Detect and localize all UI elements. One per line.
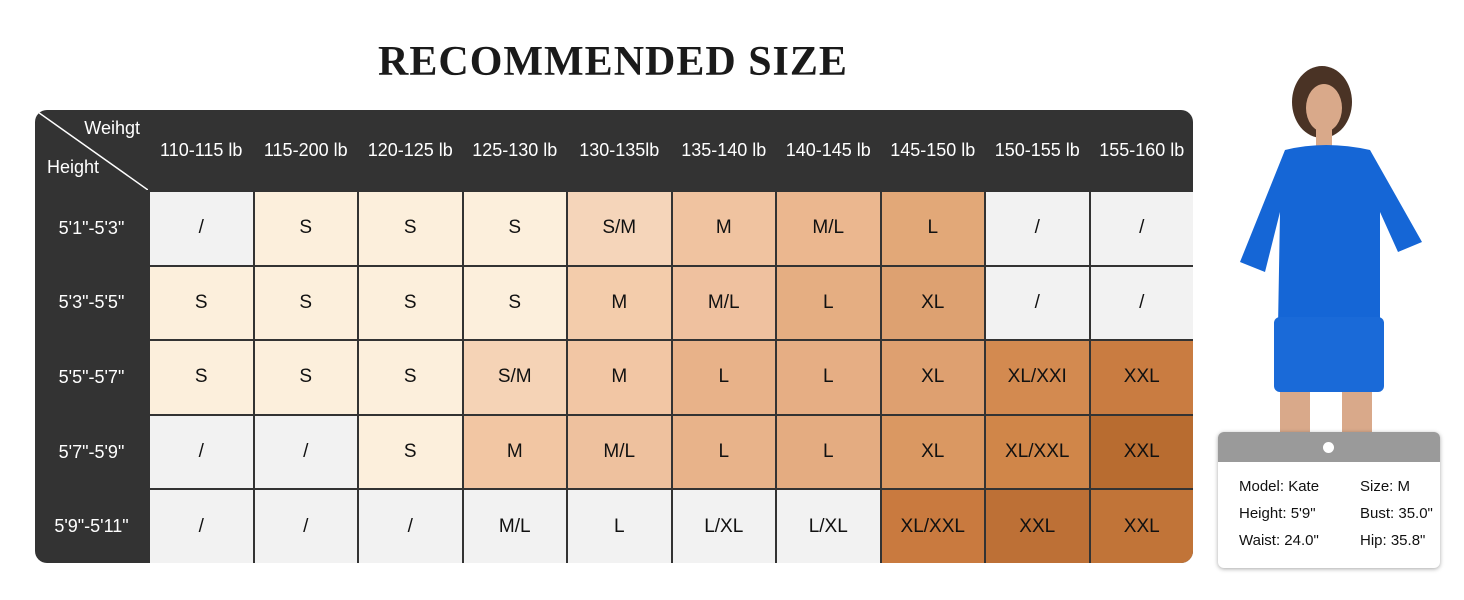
size-cell: S [254,266,357,340]
size-cell: / [150,490,253,563]
size-cell: L/XL [777,490,880,563]
size-cell: M [568,341,671,414]
size-cell: / [986,192,1089,265]
size-cell: XXL [1090,341,1193,414]
corner-diagonal [35,110,148,190]
column-header: 145-150 lb [890,139,976,160]
size-cell: S/M [568,192,671,265]
size-cell: S/M [463,341,566,414]
column-header: 155-160 lb [1099,139,1185,160]
size-cell: XXL [1090,415,1193,489]
size-cell: M [568,266,671,340]
size-cell: XXL [986,490,1089,563]
column-header: 140-145 lb [785,139,871,160]
corner-cell: Weihgt Height [35,110,148,190]
size-cell: S [150,266,253,340]
size-cell: XL/XXL [986,415,1089,489]
size-cell: / [150,415,253,489]
size-table: Weihgt Height 110-115 lb 115-200 lb 120-125 … [35,110,1193,563]
card-hole [1323,442,1334,453]
size-cell: XL [881,415,984,489]
size-cell: L [672,341,775,414]
size-cell: L [881,192,984,265]
size-cell: / [254,415,357,489]
model-info: Model: Kate [1239,478,1320,495]
column-header: 120-125 lb [367,139,453,160]
size-cell: S [463,192,566,265]
size-cell: M/L [463,490,566,563]
size-cell: L [568,490,671,563]
size-cell: XL [881,341,984,414]
size-cell: / [1090,266,1193,340]
column-header: 130-135lb [579,139,660,160]
size-cell: / [359,490,462,563]
size-cell: / [254,490,357,563]
card-header [1218,432,1440,462]
size-cell: S [150,341,253,414]
model-card: Model: Kate Size: M Height: 5'9" Bust: 35.0… [1218,432,1440,568]
size-cell: S [254,192,357,265]
size-cell: S [359,341,462,414]
size-cell: S [359,266,462,340]
row-header: 5'1"-5'3" [58,217,125,238]
column-header: 115-200 lb [263,139,348,160]
size-cell: M/L [672,266,775,340]
size-cell: / [986,266,1089,340]
column-header: 150-155 lb [994,139,1080,160]
size-cell: / [1090,192,1193,265]
size-cell: M/L [777,192,880,265]
size-cell: / [150,192,253,265]
size-cell: S [359,415,462,489]
model-info: Waist: 24.0" [1239,532,1319,549]
size-cell: M [463,415,566,489]
column-header: 110-115 lb [160,139,243,160]
size-cell: L [777,415,880,489]
row-header: 5'5"-5'7" [58,366,125,387]
model-info: Size: M [1360,478,1411,495]
size-cell: XL/XXI [986,341,1089,414]
size-cell: M/L [568,415,671,489]
model-info: Height: 5'9" [1239,505,1316,522]
size-cell: M [672,192,775,265]
size-cell: L [777,266,880,340]
size-cell: XL [881,266,984,340]
row-header: 5'9"-5'11" [54,516,129,537]
title: RECOMMENDED SIZE [378,39,848,85]
size-cell: L [672,415,775,489]
column-header: 135-140 lb [681,139,767,160]
row-header: 5'3"-5'5" [58,292,125,313]
size-cell: L/XL [672,490,775,563]
size-cell: S [463,266,566,340]
size-cell: XL/XXL [881,490,984,563]
corner-top: Weihgt [84,118,140,138]
model-info: Hip: 35.8" [1360,532,1426,549]
column-header: 125-130 lb [472,139,558,160]
model-photo [1240,66,1422,432]
corner-bottom: Height [47,157,100,177]
model-info: Bust: 35.0" [1360,505,1433,522]
size-cell: S [254,341,357,414]
size-cell: XXL [1090,490,1193,563]
size-cell: S [359,192,462,265]
row-header: 5'7"-5'9" [58,441,125,462]
size-cell: L [777,341,880,414]
